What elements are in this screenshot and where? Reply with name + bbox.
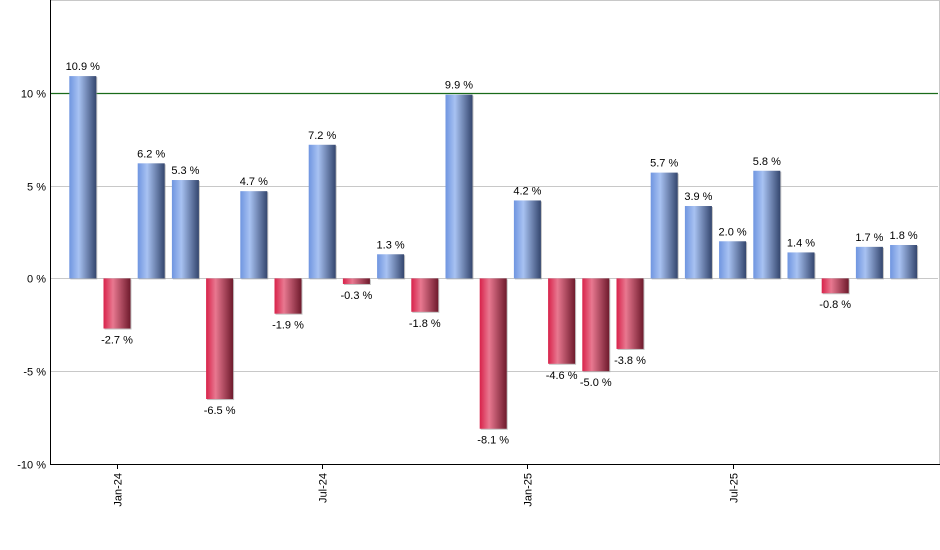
y-tick-label: -10 %: [17, 460, 46, 472]
bar: [513, 200, 541, 279]
bar: [719, 241, 747, 279]
bar: [206, 278, 234, 400]
data-label: -3.8 %: [614, 355, 646, 367]
bar: [240, 191, 268, 279]
bar: [411, 278, 439, 312]
data-label: 1.7 %: [855, 232, 883, 244]
y-tick-label: 10 %: [21, 89, 46, 101]
bar: [445, 94, 473, 279]
bar: [103, 278, 131, 329]
data-label: -8.1 %: [477, 435, 509, 447]
data-label: -6.5 %: [204, 405, 236, 417]
bar: [137, 163, 165, 279]
data-label: -5.0 %: [580, 377, 612, 389]
bar: [650, 172, 678, 279]
data-label: 7.2 %: [308, 130, 336, 142]
bar: [787, 252, 815, 279]
bar: [616, 278, 644, 349]
data-label: 2.0 %: [719, 226, 747, 238]
data-label: 4.7 %: [240, 176, 268, 188]
bar: [753, 170, 781, 279]
data-label: 9.9 %: [445, 80, 473, 92]
data-label: 1.3 %: [377, 239, 405, 251]
data-label: -1.8 %: [409, 318, 441, 330]
data-label: -0.8 %: [819, 299, 851, 311]
data-label: 6.2 %: [137, 148, 165, 160]
bar: [171, 180, 199, 279]
bar: [479, 278, 507, 429]
x-tick-label: Jul-25: [729, 473, 741, 503]
data-label: -2.7 %: [101, 335, 133, 347]
bar: [342, 278, 370, 284]
bars: [69, 76, 919, 430]
data-label: 5.8 %: [753, 156, 781, 168]
y-tick-label: 5 %: [27, 182, 46, 194]
bar: [855, 246, 883, 279]
bar: [274, 278, 302, 314]
data-label: 5.7 %: [650, 158, 678, 170]
data-label: 5.3 %: [171, 165, 199, 177]
axes: [50, 0, 940, 469]
data-label: 3.9 %: [684, 191, 712, 203]
data-label: -1.9 %: [272, 320, 304, 332]
data-label: -0.3 %: [341, 290, 373, 302]
bar: [548, 278, 576, 364]
data-label: 4.2 %: [513, 185, 541, 197]
bar: [69, 76, 97, 279]
y-tick-label: -5 %: [23, 367, 46, 379]
labels: -10 % -5 % 0 % 5 % 10 % 10.9 % -2.7 % 6.2 % 5.3 …: [17, 61, 918, 507]
data-label: 10.9 %: [66, 61, 100, 73]
data-label: 1.4 %: [787, 237, 815, 249]
bar: [890, 244, 918, 279]
bar: [582, 278, 610, 372]
x-tick-label: Jan-25: [523, 473, 535, 507]
bar: [684, 206, 712, 279]
data-label: 1.8 %: [890, 230, 918, 242]
x-tick-label: Jul-24: [318, 473, 330, 503]
y-tick-label: 0 %: [27, 274, 46, 286]
x-tick-label: Jan-24: [113, 473, 125, 507]
bar: [308, 144, 336, 279]
bar: [821, 278, 849, 294]
bar: [377, 254, 405, 279]
data-label: -4.6 %: [546, 370, 578, 382]
